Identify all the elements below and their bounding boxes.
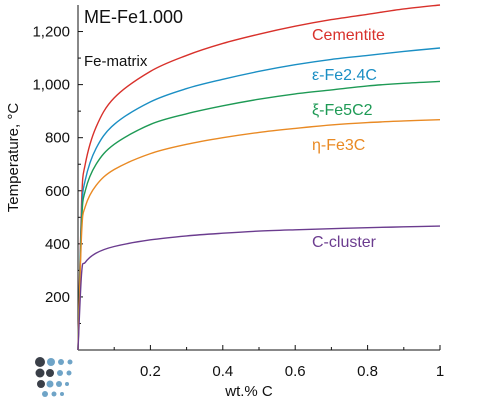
logo-sphere bbox=[66, 370, 72, 376]
y-tick-label: 200 bbox=[45, 289, 70, 306]
logo-sphere bbox=[46, 380, 54, 388]
logo-sphere bbox=[47, 358, 55, 366]
labels-group: ME-Fe1.000 Fe-matrix Cementite ε-Fe2.4C ξ-Fe… bbox=[84, 7, 385, 251]
x-tick-label: 0.4 bbox=[212, 363, 233, 380]
logo-sphere bbox=[35, 357, 45, 367]
y-tick-label: 1,200 bbox=[32, 24, 70, 41]
logo-sphere bbox=[57, 370, 63, 376]
series-line-fe5c2 bbox=[77, 80, 441, 351]
series-group bbox=[77, 4, 441, 351]
y-tick-label: 600 bbox=[45, 183, 70, 200]
logo-sphere bbox=[56, 381, 62, 387]
y-axis-title: Temperature, °C bbox=[5, 103, 22, 213]
y-tick-label: 800 bbox=[45, 130, 70, 147]
logo-sphere bbox=[37, 380, 45, 388]
logo-sphere bbox=[42, 391, 48, 397]
series-line-c-cluster bbox=[77, 225, 441, 351]
logo-sphere bbox=[60, 392, 64, 396]
series-label-fe3c: η-Fe3C bbox=[312, 137, 365, 154]
x-axis-title: wt.% C bbox=[224, 383, 273, 400]
fe-matrix-annotation: Fe-matrix bbox=[84, 53, 148, 70]
series-label-fe2-4c: ε-Fe2.4C bbox=[312, 67, 377, 84]
logo-sphere bbox=[51, 391, 57, 397]
logo-sphere bbox=[65, 382, 69, 386]
series-line-fe2-4c bbox=[77, 47, 441, 351]
series-label-c-cluster: C-cluster bbox=[312, 234, 377, 251]
logo-sphere bbox=[35, 368, 45, 378]
y-tick-label: 1,000 bbox=[32, 77, 70, 94]
series-line-cementite bbox=[77, 4, 441, 351]
series-line-fe3c bbox=[77, 118, 441, 351]
company-logo bbox=[35, 357, 73, 397]
x-tick-label: 1 bbox=[436, 363, 444, 380]
series-label-cementite: Cementite bbox=[312, 27, 385, 44]
axes: 0.2 0.4 0.6 0.8 1 200 400 600 800 1,000 1,200 wt.% … bbox=[5, 5, 444, 400]
logo-sphere bbox=[46, 369, 54, 377]
logo-sphere bbox=[67, 359, 73, 365]
x-tick-label: 0.2 bbox=[140, 363, 161, 380]
x-tick-label: 0.6 bbox=[285, 363, 306, 380]
y-tick-label: 400 bbox=[45, 236, 70, 253]
logo-sphere bbox=[58, 359, 64, 365]
x-tick-label: 0.8 bbox=[357, 363, 378, 380]
series-label-fe5c2: ξ-Fe5C2 bbox=[312, 102, 373, 119]
chart-title: ME-Fe1.000 bbox=[84, 7, 183, 27]
